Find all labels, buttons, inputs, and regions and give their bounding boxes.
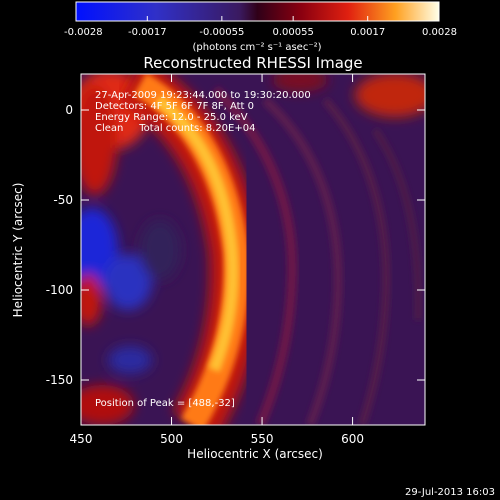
- colorbar-tick-label: 0.00055: [272, 27, 313, 38]
- x-axis-label: Heliocentric X (arcsec): [187, 447, 323, 461]
- annotations: 27-Apr-2009 19:23:44.000 to 19:30:20.000…: [95, 90, 311, 134]
- plot-frame: [80, 73, 426, 426]
- colorbar-tick-label: -0.0028: [64, 27, 103, 38]
- annotation-energy-range: Energy Range: 12.0 - 25.0 keV: [95, 112, 248, 123]
- annotation-counts: Clean Total counts: 8.20E+04: [95, 123, 255, 134]
- colorbar-tick-label: 0.0017: [350, 27, 385, 38]
- annotation-time-range: 27-Apr-2009 19:23:44.000 to 19:30:20.000: [95, 90, 311, 101]
- colorbar-ticks: -0.0028 -0.0017 -0.00055 0.00055 0.0017 0.002…: [64, 16, 457, 38]
- y-tick-label: -150: [46, 373, 73, 387]
- y-tick-label: -100: [46, 283, 73, 297]
- y-tick-label: 0: [65, 103, 73, 117]
- colorbar-tick-label: -0.0017: [128, 27, 167, 38]
- y-tick-label: -50: [53, 193, 73, 207]
- x-tick-label: 550: [251, 432, 274, 446]
- y-axis-label: Heliocentric Y (arcsec): [11, 183, 25, 318]
- chart-title: Reconstructed RHESSI Image: [143, 54, 362, 72]
- peak-position-label: Position of Peak = [488,-32]: [95, 398, 235, 409]
- heatmap-image: [81, 74, 425, 425]
- x-tick-label: 600: [341, 432, 364, 446]
- colorbar-tick-label: -0.00055: [199, 27, 244, 38]
- y-axis-ticks: 0 -50 -100 -150: [46, 103, 425, 387]
- colorbar: [75, 1, 440, 22]
- annotation-detectors: Detectors: 4F 5F 6F 7F 8F, Att 0: [95, 101, 254, 112]
- footer-date: 29-Jul-2013 16:03: [405, 487, 495, 498]
- x-axis-ticks: 450 500 550 600: [70, 74, 364, 446]
- x-tick-label: 500: [160, 432, 183, 446]
- colorbar-unit-label: (photons cm⁻² s⁻¹ asec⁻²): [192, 42, 321, 53]
- x-tick-label: 450: [70, 432, 93, 446]
- colorbar-tick-label: 0.0028: [422, 27, 457, 38]
